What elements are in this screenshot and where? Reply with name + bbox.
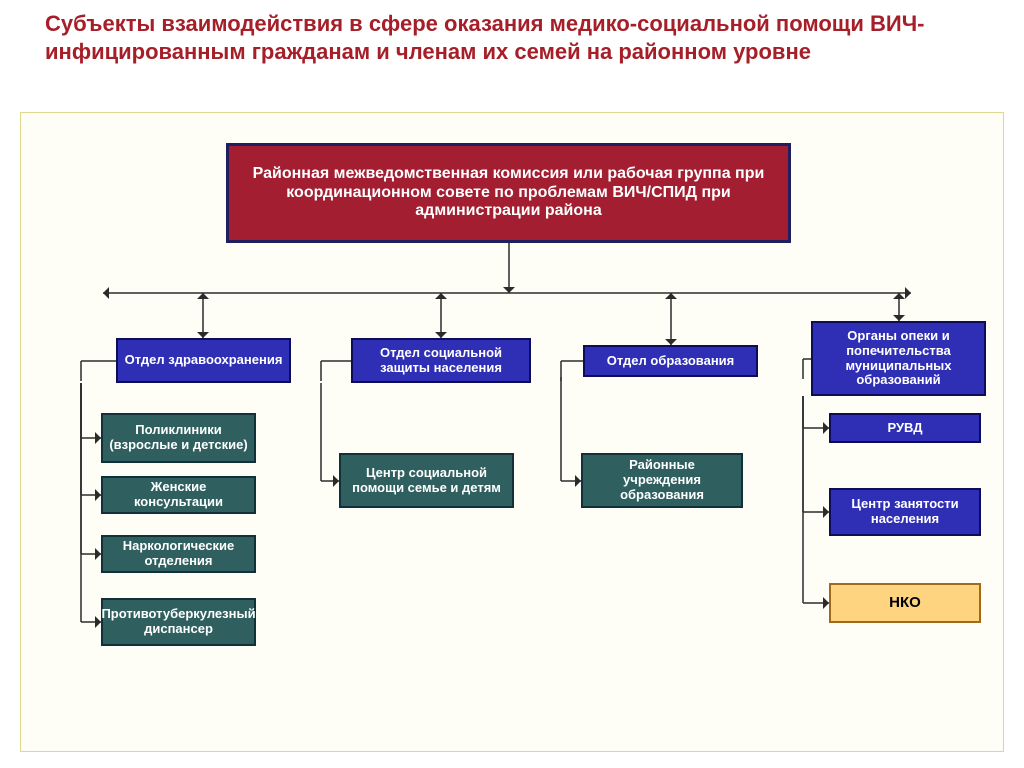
node-s31: Районные учреждения образования — [581, 453, 743, 508]
page-title: Субъекты взаимодействия в сфере оказания… — [45, 10, 965, 65]
node-s21: Центр социальной помощи семье и детям — [339, 453, 514, 508]
node-r1: РУВД — [829, 413, 981, 443]
node-d1: Отдел здравоохранения — [116, 338, 291, 383]
node-top: Районная межведомственная комиссия или р… — [226, 143, 791, 243]
diagram-canvas: Районная межведомственная комиссия или р… — [20, 112, 1004, 752]
node-s11: Поликлиники (взрослые и детские) — [101, 413, 256, 463]
node-s14: Противотуберкулезный диспансер — [101, 598, 256, 646]
node-r2: Центр занятости населения — [829, 488, 981, 536]
node-d2: Отдел социальной защиты населения — [351, 338, 531, 383]
node-r3: НКО — [829, 583, 981, 623]
node-s13: Наркологические отделения — [101, 535, 256, 573]
node-s12: Женские консультации — [101, 476, 256, 514]
node-d4: Органы опеки и попечительства муниципаль… — [811, 321, 986, 396]
node-d3: Отдел образования — [583, 345, 758, 377]
